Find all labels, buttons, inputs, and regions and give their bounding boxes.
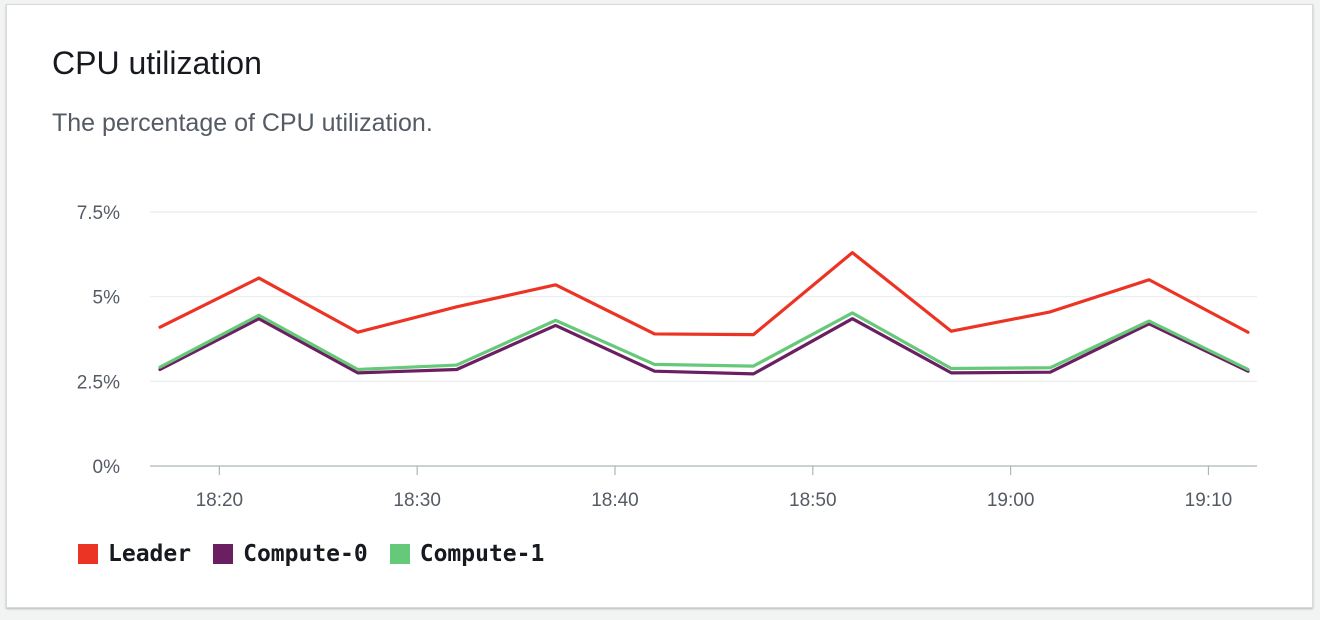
- legend-label: Compute-0: [243, 541, 368, 567]
- y-tick-label: 2.5%: [77, 372, 120, 393]
- legend-swatch: [78, 544, 98, 564]
- chart-subtitle: The percentage of CPU utilization.: [52, 109, 433, 137]
- series-line-compute-1: [158, 311, 1250, 372]
- series-line-leader: [158, 251, 1250, 337]
- series-line-compute-0: [158, 317, 1250, 376]
- legend-label: Leader: [108, 541, 192, 567]
- legend-item-compute-1[interactable]: Compute-1: [389, 541, 545, 567]
- legend-swatch: [213, 544, 234, 564]
- y-tick-label: 5%: [93, 288, 121, 309]
- series-lines: [158, 251, 1250, 376]
- legend-swatch: [389, 544, 410, 564]
- x-tick-label: 18:50: [789, 490, 837, 511]
- chart-title: CPU utilization: [52, 45, 262, 81]
- x-tick-label: 19:00: [987, 490, 1035, 511]
- x-tick-label: 19:10: [1185, 490, 1233, 511]
- chart-legend: Leader Compute-0 Compute-1: [78, 541, 566, 567]
- y-tick-label: 7.5%: [77, 203, 120, 224]
- x-tick-label: 18:20: [196, 490, 244, 511]
- legend-label: Compute-1: [419, 541, 545, 567]
- y-tick-label: 0%: [93, 457, 121, 478]
- cpu-utilization-card: CPU utilization The percentage of CPU ut…: [6, 4, 1313, 608]
- legend-item-compute-0[interactable]: Compute-0: [213, 541, 368, 567]
- x-tick-label: 18:40: [591, 490, 639, 511]
- grid-lines: [150, 211, 1257, 467]
- legend-item-leader[interactable]: Leader: [78, 541, 191, 567]
- x-axis: 18:20 18:30 18:40 18:50 19:00 19:10: [196, 466, 1233, 511]
- y-axis: 0% 2.5% 5% 7.5%: [77, 203, 120, 478]
- x-tick-label: 18:30: [393, 490, 441, 511]
